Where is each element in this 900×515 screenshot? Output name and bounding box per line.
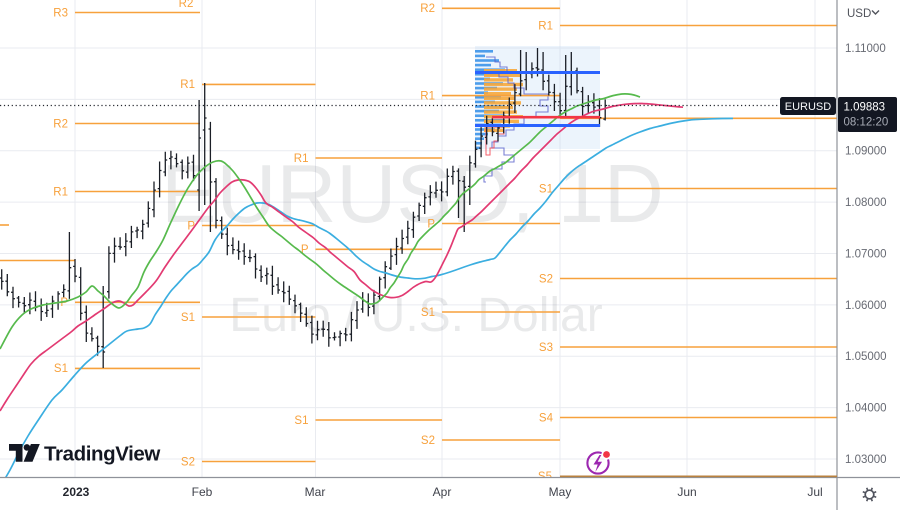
svg-text:Jun: Jun	[677, 485, 696, 499]
svg-text:S2: S2	[181, 456, 195, 468]
svg-text:S4: S4	[539, 412, 554, 424]
svg-text:R2: R2	[420, 3, 435, 15]
svg-text:R1: R1	[538, 20, 553, 32]
svg-text:S2: S2	[421, 435, 435, 447]
svg-text:2023: 2023	[63, 485, 90, 499]
svg-text:S2: S2	[539, 273, 553, 285]
svg-text:P: P	[60, 297, 68, 309]
svg-text:TradingView: TradingView	[44, 443, 160, 466]
svg-text:S1: S1	[54, 363, 68, 375]
svg-text:S1: S1	[181, 312, 195, 324]
svg-text:S1: S1	[294, 415, 308, 427]
svg-text:1.11000: 1.11000	[845, 43, 886, 55]
svg-text:R2: R2	[179, 0, 194, 10]
svg-text:S1: S1	[539, 183, 553, 195]
svg-text:P: P	[187, 220, 195, 232]
svg-text:1.07000: 1.07000	[845, 249, 887, 261]
svg-text:1.09883: 1.09883	[844, 102, 886, 114]
svg-text:R1: R1	[53, 186, 68, 198]
svg-text:1.04000: 1.04000	[845, 403, 887, 415]
svg-text:Mar: Mar	[305, 485, 326, 499]
svg-text:USD: USD	[847, 8, 871, 20]
svg-text:EURUSD: EURUSD	[785, 101, 832, 113]
svg-text:1.08000: 1.08000	[845, 197, 887, 209]
svg-text:1.03000: 1.03000	[845, 454, 887, 466]
svg-text:R1: R1	[294, 153, 309, 165]
svg-text:May: May	[549, 485, 572, 499]
svg-text:Jul: Jul	[807, 485, 822, 499]
svg-text:S1: S1	[421, 307, 435, 319]
svg-text:R2: R2	[53, 118, 68, 130]
svg-text:P: P	[301, 244, 309, 256]
svg-text:R1: R1	[420, 90, 435, 102]
svg-text:Apr: Apr	[433, 485, 452, 499]
svg-text:EURUSD, 1D: EURUSD, 1D	[161, 147, 664, 240]
svg-text:1.06000: 1.06000	[845, 300, 887, 312]
svg-text:R3: R3	[53, 7, 68, 19]
svg-text:1.05000: 1.05000	[845, 351, 887, 363]
svg-text:Feb: Feb	[192, 485, 213, 499]
svg-text:R1: R1	[180, 79, 195, 91]
svg-text:S3: S3	[539, 342, 553, 354]
svg-text:08:12:20: 08:12:20	[844, 117, 889, 129]
svg-text:Euro / U.S. Dollar: Euro / U.S. Dollar	[229, 289, 602, 342]
svg-text:1.09000: 1.09000	[845, 146, 887, 158]
svg-text:P: P	[427, 218, 435, 230]
